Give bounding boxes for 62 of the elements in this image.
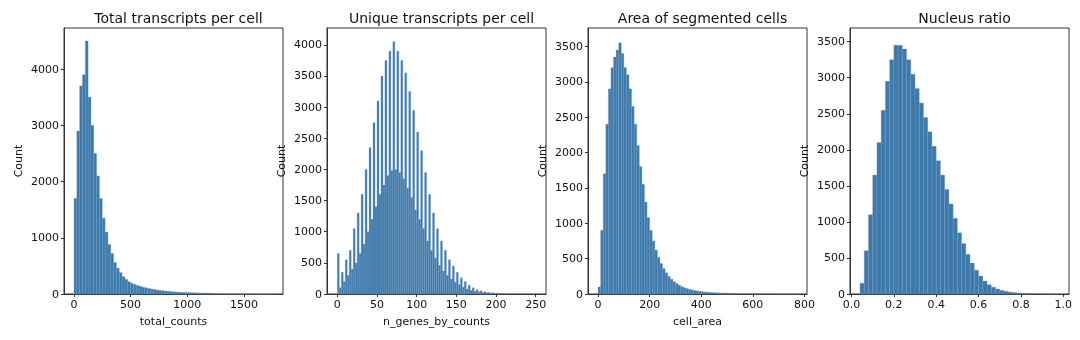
x-tick-label: 500 — [120, 298, 142, 311]
y-tick-label: 1500 — [817, 179, 845, 193]
y-tick-label: 0 — [315, 287, 322, 301]
y-tick-label: 1000 — [555, 216, 583, 230]
x-tick-label: 0.4 — [927, 298, 945, 311]
y-tick-label: 4000 — [31, 62, 59, 76]
y-tick-label: 1500 — [294, 194, 322, 208]
y-tick-label: 2000 — [817, 143, 845, 157]
y-tick-label: 2000 — [555, 146, 583, 160]
y-tick-label: 4000 — [294, 38, 322, 52]
x-axis-title: cell_area — [673, 315, 722, 328]
y-tick-label: 2500 — [294, 131, 322, 145]
y-tick-label: 1500 — [555, 181, 583, 195]
x-tick-label: 0.8 — [1012, 298, 1030, 311]
x-axis-title: total_counts — [139, 315, 208, 328]
y-tick-label: 3000 — [31, 118, 59, 132]
x-tick-label: 250 — [525, 298, 547, 311]
x-tick-label: 0.6 — [969, 298, 988, 311]
y-tick-label: 1000 — [817, 215, 845, 229]
y-tick-label: 3000 — [555, 75, 583, 89]
chart-title: Unique transcripts per cell — [348, 10, 535, 26]
y-axis-title: Count — [275, 143, 288, 178]
y-tick-label: 0 — [52, 287, 59, 301]
x-tick-label: 0.0 — [842, 298, 861, 311]
y-tick-label: 500 — [301, 256, 322, 270]
y-tick-label: 2500 — [817, 107, 845, 121]
x-tick-label: 1000 — [173, 298, 202, 311]
x-tick-label: 1.0 — [1054, 298, 1073, 311]
y-axis-title: Count — [798, 143, 811, 178]
y-tick-label: 3000 — [294, 100, 322, 114]
x-tick-label: 200 — [639, 298, 661, 311]
x-tick-label: 400 — [690, 298, 712, 311]
chart-title: Area of segmented cells — [617, 10, 788, 26]
y-axis-title: Count — [12, 143, 25, 178]
y-tick-label: 3500 — [555, 39, 583, 53]
x-tick-label: 100 — [406, 298, 428, 311]
chart-title: Nucleus ratio — [918, 10, 1011, 26]
y-tick-label: 500 — [562, 252, 583, 266]
x-tick-label: 0.2 — [885, 298, 903, 311]
x-tick-label: 600 — [742, 298, 764, 311]
y-tick-label: 2000 — [294, 162, 322, 176]
x-tick-label: 1500 — [229, 298, 258, 311]
y-tick-label: 1000 — [31, 231, 59, 245]
x-tick-label: 800 — [793, 298, 815, 311]
x-tick-label: 150 — [445, 298, 467, 311]
chart-title: Total transcripts per cell — [93, 10, 263, 26]
x-axis-title: n_genes_by_counts — [383, 315, 491, 328]
y-tick-label: 1000 — [294, 225, 322, 239]
y-axis-title: Count — [536, 143, 549, 178]
y-tick-label: 0 — [838, 287, 845, 301]
y-tick-label: 500 — [824, 251, 845, 265]
x-tick-label: 0 — [333, 298, 341, 311]
x-tick-label: 0 — [70, 298, 78, 311]
x-tick-label: 200 — [485, 298, 507, 311]
x-tick-label: 50 — [369, 298, 384, 311]
y-tick-label: 0 — [576, 287, 583, 301]
x-tick-label: 0 — [594, 298, 602, 311]
y-tick-label: 3000 — [817, 71, 845, 85]
y-tick-label: 3500 — [294, 69, 322, 83]
y-tick-label: 2500 — [555, 110, 583, 124]
y-tick-label: 2000 — [31, 175, 59, 189]
y-tick-label: 3500 — [817, 35, 845, 49]
